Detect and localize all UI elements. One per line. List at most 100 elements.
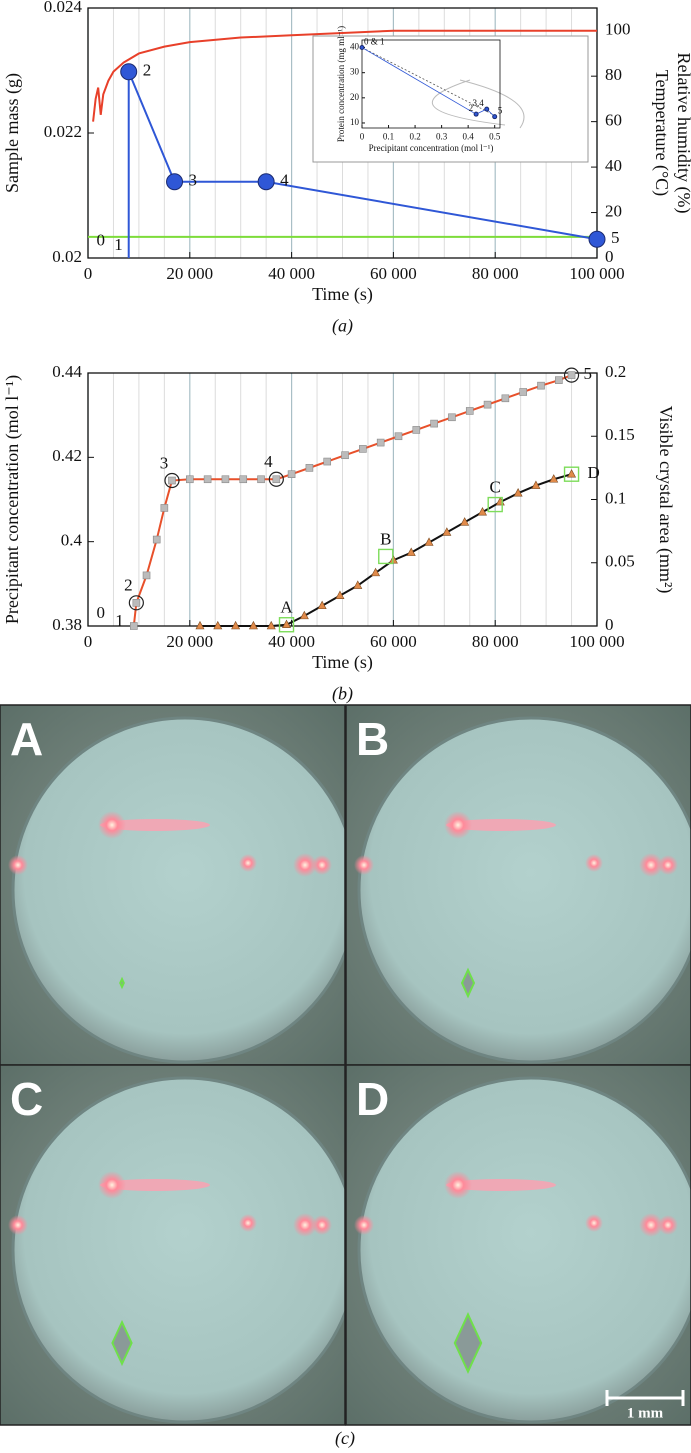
laser-spot	[98, 1171, 126, 1199]
x-tick-label: 0.4	[463, 132, 475, 142]
y2-tick-label: 0	[605, 247, 614, 266]
y-tick-label: 0.38	[52, 615, 82, 634]
laser-spot	[312, 855, 332, 875]
data-point	[588, 230, 606, 248]
x-tick-label: 0	[84, 632, 93, 651]
point-label: C	[490, 477, 501, 496]
data-point	[567, 371, 576, 379]
data-point	[567, 469, 577, 478]
point-label: 5	[611, 228, 620, 247]
y-tick-label: 0.022	[44, 122, 82, 141]
streak	[100, 1179, 210, 1191]
panel-label: (a)	[332, 315, 353, 336]
point-label: 5	[584, 364, 593, 383]
y-axis-title: Sample mass (g)	[2, 73, 23, 193]
highlight-ring	[128, 595, 144, 611]
streak	[100, 819, 210, 831]
laser-spot	[8, 1215, 28, 1235]
plot-frame	[361, 39, 501, 129]
laser-spot	[98, 811, 126, 839]
streak	[446, 1179, 556, 1191]
y2-tick-label: 20	[605, 201, 622, 220]
y-tick-label: 0.024	[44, 0, 83, 16]
y2-tick-label: 0.2	[605, 362, 626, 381]
inset-phase-curve	[432, 79, 506, 126]
y-tick-label: 20	[350, 92, 360, 102]
data-point	[287, 470, 296, 479]
data-point	[359, 45, 365, 51]
data-point	[483, 400, 492, 409]
point-label: 4	[280, 171, 289, 190]
photo	[0, 705, 345, 1065]
data-point	[195, 620, 205, 630]
y2-tick-label: 80	[605, 65, 622, 84]
y2-axis-title: Visible crystal area (mm²)	[655, 406, 676, 594]
x-axis-title: Time (s)	[312, 652, 373, 673]
x-tick-label: 0.2	[409, 132, 420, 142]
data-point	[406, 547, 416, 556]
point-label: D	[588, 463, 600, 482]
data-point	[501, 394, 510, 403]
data-point	[442, 527, 452, 536]
data-point	[549, 474, 559, 483]
data-point	[257, 173, 275, 191]
data-point	[120, 63, 138, 81]
point-label: 1	[115, 611, 124, 630]
photo-frame: D	[345, 1064, 691, 1426]
data-point	[394, 432, 403, 441]
data-point	[239, 475, 248, 484]
point-label: 5	[498, 106, 503, 116]
x-tick-label: 80 000	[472, 264, 519, 283]
droplet	[11, 1076, 345, 1424]
crystal	[111, 1319, 133, 1367]
crystal	[119, 976, 125, 990]
y-tick-label: 0.02	[52, 247, 82, 266]
data-point	[323, 457, 332, 466]
laser-spot	[354, 1215, 374, 1235]
series-line	[92, 29, 597, 122]
data-point	[563, 466, 580, 482]
inset-phase-curve	[459, 79, 525, 129]
data-point	[282, 619, 292, 629]
data-point	[257, 475, 265, 484]
x-tick-label: 0.1	[383, 132, 394, 142]
data-point	[299, 610, 309, 620]
x-axis-title: Precipitant concentration (mol l⁻¹)	[369, 143, 494, 153]
data-point	[460, 517, 470, 526]
photo-frame: B	[345, 704, 691, 1066]
x-tick-label: 0	[84, 264, 93, 283]
x-tick-label: 40 000	[268, 632, 315, 651]
x-tick-label: 0	[360, 132, 365, 142]
data-point	[168, 476, 176, 485]
laser-spot	[585, 1214, 603, 1232]
y2-tick-label: 0.1	[605, 488, 626, 507]
data-point	[142, 571, 151, 580]
point-label: A	[280, 598, 293, 617]
data-point	[378, 548, 394, 565]
data-point	[465, 407, 474, 415]
y-tick-label: 0.4	[61, 531, 83, 550]
data-point	[152, 535, 161, 544]
x-tick-label: 20 000	[166, 264, 213, 283]
data-point	[213, 620, 223, 630]
laser-spot	[639, 1213, 663, 1237]
data-point	[484, 106, 490, 112]
highlight-ring	[563, 367, 580, 383]
series-line	[361, 47, 495, 117]
x-tick-label: 40 000	[268, 264, 315, 283]
laser-spot	[658, 1215, 678, 1235]
frame-label: C	[10, 1073, 43, 1125]
crystal	[453, 1312, 483, 1374]
x-tick-label: 80 000	[472, 632, 519, 651]
frame-border	[0, 1064, 346, 1426]
panel-label: (c)	[335, 1428, 355, 1449]
data-point	[160, 504, 169, 512]
data-point	[132, 599, 141, 607]
y2-tick-label: 100	[605, 20, 631, 39]
data-point	[266, 620, 276, 630]
data-point	[221, 475, 230, 484]
droplet	[357, 1076, 691, 1424]
y-tick-label: 0.44	[52, 362, 82, 381]
laser-spot	[239, 854, 257, 872]
point-label: 3	[160, 453, 169, 472]
